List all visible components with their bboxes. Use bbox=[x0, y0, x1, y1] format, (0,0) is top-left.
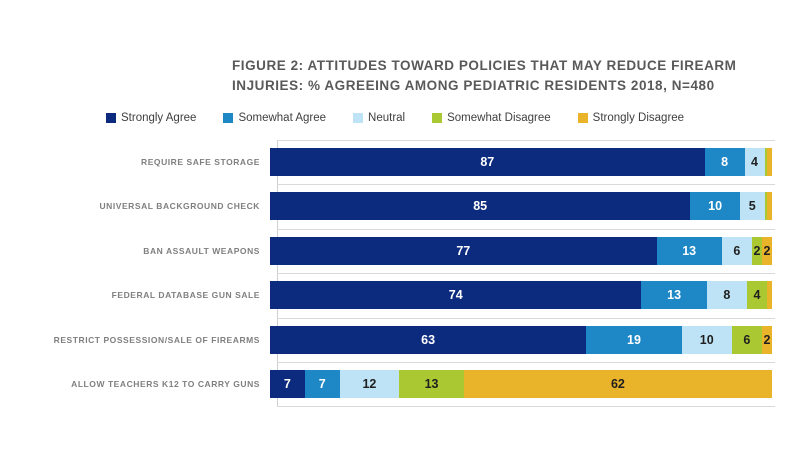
bar-segment-somewhat-agree: 13 bbox=[641, 281, 707, 310]
category-label: UNIVERSAL BACKGROUND CHECK bbox=[99, 201, 260, 212]
chart-legend: Strongly Agree Somewhat Agree Neutral Somew… bbox=[106, 112, 684, 124]
bar-segment-somewhat-agree: 19 bbox=[586, 325, 682, 354]
legend-item-2: Neutral bbox=[353, 112, 405, 124]
legend-swatch-icon bbox=[106, 113, 116, 123]
bar-segment-somewhat-disagree bbox=[764, 148, 767, 176]
stacked-bar: 63 19 10 6 2 bbox=[270, 325, 773, 354]
legend-item-4: Strongly Disagree bbox=[577, 112, 685, 124]
bar-segment-neutral: 6 bbox=[721, 236, 752, 265]
bar-segment-neutral: 12 bbox=[339, 370, 400, 398]
gridline bbox=[277, 362, 775, 363]
bar-row: ALLOW TEACHERS K12 TO CARRY GUNS 7 7 12 13 62 bbox=[0, 370, 772, 398]
gridline bbox=[277, 317, 775, 319]
bar-segment-strongly-disagree bbox=[767, 148, 772, 176]
bar-segment-strongly-agree: 7 bbox=[270, 370, 305, 398]
bar-row: BAN ASSAULT WEAPONS 77 13 6 2 2 bbox=[0, 236, 773, 265]
legend-item-1: Somewhat Agree bbox=[223, 112, 326, 124]
category-label: REQUIRE SAFE STORAGE bbox=[141, 157, 260, 167]
category-label: RESTRICT POSSESSION/SALE OF FIREARMS bbox=[53, 334, 260, 345]
bar-segment-strongly-disagree bbox=[766, 281, 772, 310]
stacked-bar: 87 8 4 bbox=[270, 148, 772, 176]
stacked-bar: 74 13 8 4 bbox=[270, 281, 772, 310]
bar-segment-somewhat-agree: 13 bbox=[656, 236, 722, 265]
chart-title-line-1: FIGURE 2: ATTITUDES TOWARD POLICIES THAT… bbox=[232, 58, 737, 73]
bar-segment-somewhat-disagree bbox=[764, 192, 768, 221]
bar-segment-somewhat-disagree: 6 bbox=[731, 325, 762, 354]
bar-segment-somewhat-disagree: 4 bbox=[746, 281, 767, 310]
legend-label: Somewhat Disagree bbox=[447, 112, 551, 124]
chart-title: FIGURE 2: ATTITUDES TOWARD POLICIES THAT… bbox=[232, 56, 736, 95]
legend-swatch-icon bbox=[223, 113, 234, 123]
gridline bbox=[277, 228, 775, 230]
legend-item-0: Strongly Agree bbox=[106, 112, 196, 124]
stacked-bar: 7 7 12 13 62 bbox=[270, 370, 772, 398]
bar-segment-strongly-disagree bbox=[767, 192, 772, 221]
gridline bbox=[277, 140, 775, 141]
legend-item-3: Somewhat Disagree bbox=[432, 112, 551, 124]
chart-title-line-2: INJURIES: % AGREEING AMONG PEDIATRIC RES… bbox=[232, 77, 715, 93]
stacked-bar: 85 10 5 bbox=[270, 192, 772, 221]
legend-swatch-icon bbox=[353, 113, 364, 123]
gridline bbox=[277, 184, 775, 186]
legend-swatch-icon bbox=[432, 113, 443, 123]
bar-row: RESTRICT POSSESSION/SALE OF FIREARMS 63 19… bbox=[0, 325, 773, 354]
bar-segment-neutral: 8 bbox=[706, 281, 747, 310]
bar-segment-somewhat-disagree: 2 bbox=[751, 236, 762, 265]
bar-segment-strongly-agree: 77 bbox=[270, 236, 657, 265]
legend-label: Neutral bbox=[368, 112, 406, 124]
legend-swatch-icon bbox=[577, 113, 588, 123]
gridline bbox=[277, 406, 775, 408]
gridline bbox=[277, 273, 775, 275]
bar-segment-strongly-agree: 74 bbox=[270, 281, 642, 310]
category-label: BAN ASSAULT WEAPONS bbox=[143, 245, 260, 256]
category-label: ALLOW TEACHERS K12 TO CARRY GUNS bbox=[71, 379, 260, 389]
bar-segment-strongly-disagree: 62 bbox=[463, 370, 772, 398]
bar-segment-somewhat-agree: 7 bbox=[304, 370, 340, 398]
bar-row: REQUIRE SAFE STORAGE 87 8 4 bbox=[0, 148, 772, 176]
legend-label: Strongly Disagree bbox=[592, 112, 685, 124]
bar-segment-strongly-agree: 63 bbox=[270, 325, 587, 354]
bar-row: FEDERAL DATABASE GUN SALE 74 13 8 4 bbox=[0, 281, 772, 310]
bar-segment-strongly-agree: 87 bbox=[270, 148, 705, 176]
bar-segment-somewhat-agree: 10 bbox=[690, 192, 740, 221]
legend-label: Somewhat Agree bbox=[238, 112, 327, 124]
bar-segment-strongly-disagree: 2 bbox=[761, 325, 773, 354]
bar-row: UNIVERSAL BACKGROUND CHECK 85 10 5 bbox=[0, 192, 772, 221]
legend-label: Strongly Agree bbox=[121, 112, 197, 124]
bar-segment-somewhat-disagree: 13 bbox=[399, 370, 464, 398]
stacked-bar: 77 13 6 2 2 bbox=[270, 236, 773, 265]
bar-segment-neutral: 4 bbox=[744, 148, 765, 176]
bar-segment-neutral: 10 bbox=[681, 325, 732, 354]
bar-segment-strongly-agree: 85 bbox=[270, 192, 691, 221]
bar-segment-neutral: 5 bbox=[739, 192, 765, 221]
bar-segment-strongly-disagree: 2 bbox=[761, 236, 773, 265]
bar-segment-somewhat-agree: 8 bbox=[704, 148, 745, 176]
category-label: FEDERAL DATABASE GUN SALE bbox=[111, 290, 260, 301]
